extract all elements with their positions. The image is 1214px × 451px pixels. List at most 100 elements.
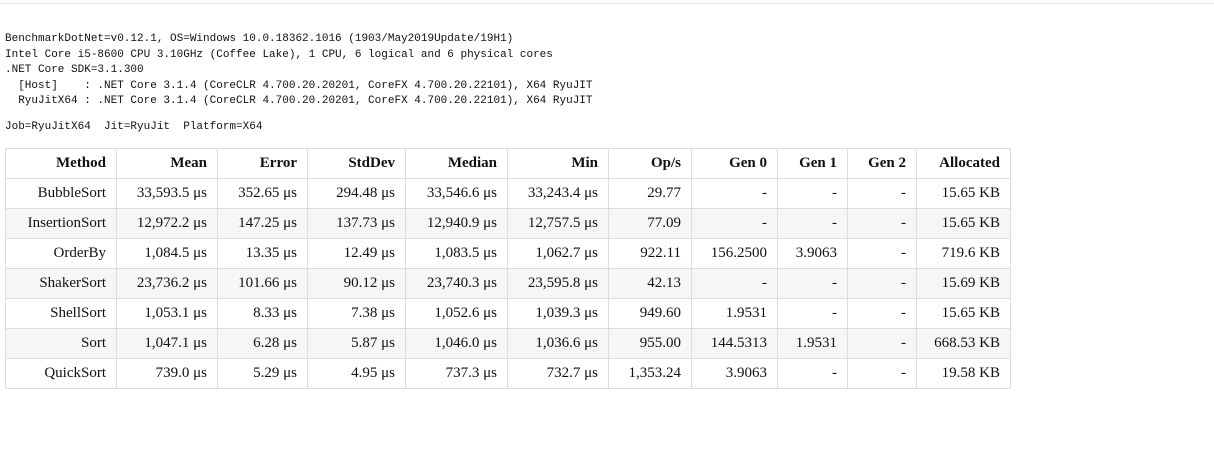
table-header-row: Method Mean Error StdDev Median Min Op/s…: [5, 148, 1011, 179]
header-gen2: Gen 2: [847, 148, 917, 179]
cell-gen2: -: [847, 208, 917, 239]
cell-mean: 23,736.2 μs: [116, 268, 218, 299]
cell-method: BubbleSort: [5, 178, 117, 209]
header-median: Median: [405, 148, 508, 179]
cell-min: 23,595.8 μs: [507, 268, 609, 299]
cell-gen0: 3.9063: [691, 358, 778, 389]
env-line: BenchmarkDotNet=v0.12.1, OS=Windows 10.0…: [5, 33, 514, 45]
cell-allocated: 668.53 KB: [916, 328, 1011, 359]
env-line: .NET Core SDK=3.1.300: [5, 64, 144, 76]
cell-error: 6.28 μs: [217, 328, 308, 359]
cell-error: 352.65 μs: [217, 178, 308, 209]
env-line: Intel Core i5-8600 CPU 3.10GHz (Coffee L…: [5, 48, 553, 61]
cell-mean: 739.0 μs: [116, 358, 218, 389]
cell-method: ShellSort: [5, 298, 117, 329]
cell-median: 1,052.6 μs: [405, 298, 508, 329]
cell-stddev: 12.49 μs: [307, 238, 406, 269]
header-ops: Op/s: [608, 148, 692, 179]
cell-median: 23,740.3 μs: [405, 268, 508, 299]
cell-median: 737.3 μs: [405, 358, 508, 389]
cell-stddev: 137.73 μs: [307, 208, 406, 239]
cell-gen1: 3.9063: [777, 238, 848, 269]
cell-gen2: -: [847, 328, 917, 359]
table-row: InsertionSort 12,972.2 μs 147.25 μs 137.73 …: [5, 208, 1011, 239]
cell-min: 12,757.5 μs: [507, 208, 609, 239]
env-line: [Host] : .NET Core 3.1.4 (CoreCLR 4.700.…: [5, 79, 593, 92]
cell-median: 33,546.6 μs: [405, 178, 508, 209]
cell-stddev: 7.38 μs: [307, 298, 406, 329]
cell-median: 1,046.0 μs: [405, 328, 508, 359]
cell-method: ShakerSort: [5, 268, 117, 299]
header-gen1: Gen 1: [777, 148, 848, 179]
cell-gen2: -: [847, 358, 917, 389]
cell-mean: 1,047.1 μs: [116, 328, 218, 359]
cell-error: 8.33 μs: [217, 298, 308, 329]
cell-allocated: 15.65 KB: [916, 178, 1011, 209]
top-divider: [0, 3, 1214, 4]
cell-ops: 949.60: [608, 298, 692, 329]
cell-gen2: -: [847, 268, 917, 299]
header-min: Min: [507, 148, 609, 179]
cell-median: 1,083.5 μs: [405, 238, 508, 269]
cell-gen1: 1.9531: [777, 328, 848, 359]
cell-gen2: -: [847, 298, 917, 329]
cell-mean: 33,593.5 μs: [116, 178, 218, 209]
cell-allocated: 19.58 KB: [916, 358, 1011, 389]
cell-allocated: 15.65 KB: [916, 208, 1011, 239]
cell-allocated: 15.69 KB: [916, 268, 1011, 299]
cell-method: QuickSort: [5, 358, 117, 389]
cell-stddev: 294.48 μs: [307, 178, 406, 209]
env-line: RyuJitX64 : .NET Core 3.1.4 (CoreCLR 4.7…: [5, 95, 593, 107]
cell-error: 5.29 μs: [217, 358, 308, 389]
cell-ops: 29.77: [608, 178, 692, 209]
table-row: OrderBy 1,084.5 μs 13.35 μs 12.49 μs 1,083.5…: [5, 238, 1011, 269]
table-body: BubbleSort 33,593.5 μs 352.65 μs 294.48 μs 3…: [5, 178, 1011, 389]
cell-mean: 1,053.1 μs: [116, 298, 218, 329]
cell-gen1: -: [777, 358, 848, 389]
cell-error: 147.25 μs: [217, 208, 308, 239]
environment-info: BenchmarkDotNet=v0.12.1, OS=Windows 10.0…: [5, 32, 593, 110]
cell-stddev: 90.12 μs: [307, 268, 406, 299]
cell-min: 1,039.3 μs: [507, 298, 609, 329]
cell-gen0: -: [691, 268, 778, 299]
cell-min: 1,062.7 μs: [507, 238, 609, 269]
cell-min: 33,243.4 μs: [507, 178, 609, 209]
cell-gen0: -: [691, 208, 778, 239]
header-allocated: Allocated: [916, 148, 1011, 179]
cell-method: OrderBy: [5, 238, 117, 269]
cell-method: InsertionSort: [5, 208, 117, 239]
cell-ops: 77.09: [608, 208, 692, 239]
cell-gen2: -: [847, 238, 917, 269]
table-row: QuickSort 739.0 μs 5.29 μs 4.95 μs 737.3 μs 7…: [5, 358, 1011, 389]
table-row: BubbleSort 33,593.5 μs 352.65 μs 294.48 μs 3…: [5, 178, 1011, 209]
header-stddev: StdDev: [307, 148, 406, 179]
cell-gen1: -: [777, 298, 848, 329]
cell-allocated: 719.6 KB: [916, 238, 1011, 269]
cell-stddev: 5.87 μs: [307, 328, 406, 359]
header-error: Error: [217, 148, 308, 179]
cell-median: 12,940.9 μs: [405, 208, 508, 239]
cell-gen2: -: [847, 178, 917, 209]
cell-ops: 1,353.24: [608, 358, 692, 389]
cell-min: 1,036.6 μs: [507, 328, 609, 359]
cell-mean: 12,972.2 μs: [116, 208, 218, 239]
benchmark-results-table: Method Mean Error StdDev Median Min Op/s…: [5, 148, 1011, 389]
cell-gen1: -: [777, 208, 848, 239]
cell-method: Sort: [5, 328, 117, 359]
job-config-line: Job=RyuJitX64 Jit=RyuJit Platform=X64: [5, 121, 263, 133]
table-row: Sort 1,047.1 μs 6.28 μs 5.87 μs 1,046.0 μs 1,…: [5, 328, 1011, 359]
table-row: ShellSort 1,053.1 μs 8.33 μs 7.38 μs 1,052.6…: [5, 298, 1011, 329]
cell-allocated: 15.65 KB: [916, 298, 1011, 329]
cell-gen0: 144.5313: [691, 328, 778, 359]
cell-error: 13.35 μs: [217, 238, 308, 269]
cell-gen0: -: [691, 178, 778, 209]
header-gen0: Gen 0: [691, 148, 778, 179]
cell-mean: 1,084.5 μs: [116, 238, 218, 269]
cell-gen1: -: [777, 178, 848, 209]
cell-min: 732.7 μs: [507, 358, 609, 389]
cell-ops: 42.13: [608, 268, 692, 299]
header-method: Method: [5, 148, 117, 179]
table-row: ShakerSort 23,736.2 μs 101.66 μs 90.12 μs 23…: [5, 268, 1011, 299]
cell-stddev: 4.95 μs: [307, 358, 406, 389]
cell-gen1: -: [777, 268, 848, 299]
